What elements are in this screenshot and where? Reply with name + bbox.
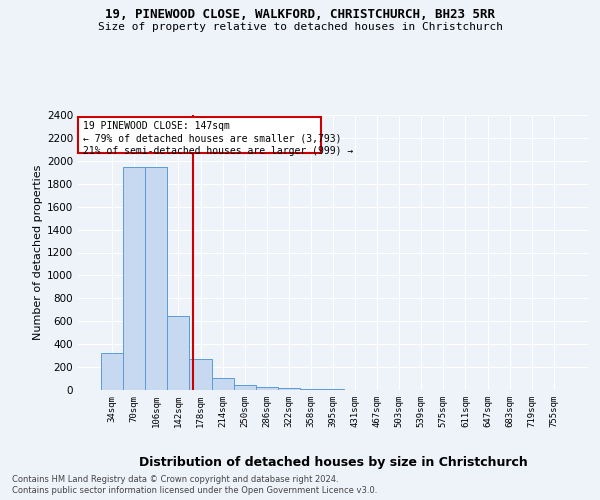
Text: Contains HM Land Registry data © Crown copyright and database right 2024.: Contains HM Land Registry data © Crown c… bbox=[12, 475, 338, 484]
Bar bbox=[256, 387, 278, 390]
Bar bbox=[233, 386, 256, 390]
Text: 19, PINEWOOD CLOSE, WALKFORD, CHRISTCHURCH, BH23 5RR: 19, PINEWOOD CLOSE, WALKFORD, CHRISTCHUR… bbox=[105, 8, 495, 20]
Bar bbox=[123, 166, 145, 390]
Bar bbox=[101, 353, 123, 390]
Bar bbox=[167, 316, 190, 390]
Text: Size of property relative to detached houses in Christchurch: Size of property relative to detached ho… bbox=[97, 22, 503, 32]
Text: ← 79% of detached houses are smaller (3,793): ← 79% of detached houses are smaller (3,… bbox=[83, 134, 341, 144]
Text: Distribution of detached houses by size in Christchurch: Distribution of detached houses by size … bbox=[139, 456, 527, 469]
Bar bbox=[212, 378, 233, 390]
Bar bbox=[300, 389, 322, 390]
Text: Contains public sector information licensed under the Open Government Licence v3: Contains public sector information licen… bbox=[12, 486, 377, 495]
Y-axis label: Number of detached properties: Number of detached properties bbox=[33, 165, 43, 340]
Text: 19 PINEWOOD CLOSE: 147sqm: 19 PINEWOOD CLOSE: 147sqm bbox=[83, 122, 230, 132]
Bar bbox=[145, 166, 167, 390]
Text: 21% of semi-detached houses are larger (999) →: 21% of semi-detached houses are larger (… bbox=[83, 146, 353, 156]
Bar bbox=[278, 388, 300, 390]
Bar bbox=[190, 359, 212, 390]
